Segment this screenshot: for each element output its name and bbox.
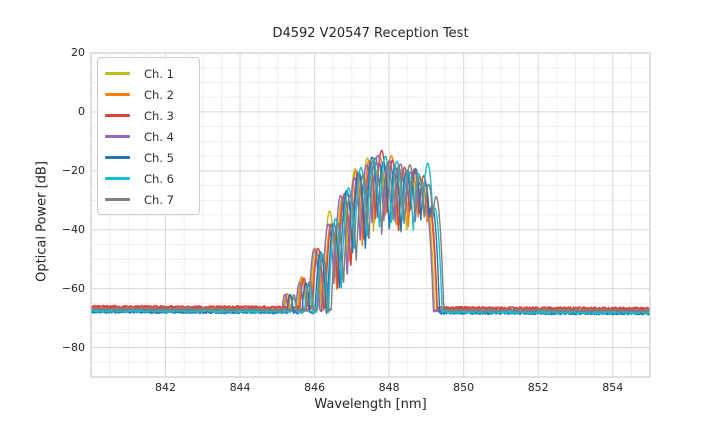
y-tick-label-0: 0 — [78, 104, 85, 118]
axes-spines — [90, 52, 651, 378]
legend-label-ch-4: Ch. 4 — [144, 129, 174, 144]
legend-label-ch-6: Ch. 6 — [144, 171, 174, 186]
legend-label-ch-5: Ch. 5 — [144, 150, 174, 165]
legend-label-ch-1: Ch. 1 — [144, 66, 174, 81]
x-tick-label-848: 848 — [378, 381, 400, 394]
x-tick-label-852: 852 — [527, 381, 549, 394]
legend-item-ch-3: Ch. 3 — [98, 105, 199, 126]
chart-title: D4592 V20547 Reception Test — [272, 26, 469, 41]
series-ch-7-line — [91, 157, 650, 313]
y-tick-label-−20: −20 — [61, 163, 85, 177]
legend-item-ch-4: Ch. 4 — [98, 126, 199, 147]
legend-item-ch-5: Ch. 5 — [98, 147, 199, 168]
y-tick-label-−60: −60 — [61, 281, 85, 295]
legend-swatch-ch-3 — [105, 114, 130, 117]
x-tick-label-844: 844 — [229, 381, 251, 394]
legend-swatch-ch-4 — [105, 135, 130, 138]
legend-swatch-ch-5 — [105, 156, 130, 159]
legend-item-ch-2: Ch. 2 — [98, 84, 199, 105]
y-tick-label-−80: −80 — [61, 340, 85, 354]
legend-label-ch-2: Ch. 2 — [144, 87, 174, 102]
legend-label-ch-3: Ch. 3 — [144, 108, 174, 123]
legend-swatch-ch-7 — [105, 198, 130, 201]
y-tick-label-20: 20 — [71, 46, 85, 59]
legend: Ch. 1 Ch. 2 Ch. 3 Ch. 4 Ch. 5 Ch. 6 Ch. 7 — [97, 57, 200, 215]
legend-swatch-ch-1 — [105, 72, 130, 75]
legend-swatch-ch-2 — [105, 93, 130, 96]
legend-item-ch-6: Ch. 6 — [98, 168, 199, 189]
legend-swatch-ch-6 — [105, 177, 130, 180]
y-tick-label-−40: −40 — [61, 222, 85, 236]
x-tick-label-846: 846 — [304, 381, 326, 394]
legend-item-ch-1: Ch. 1 — [98, 63, 199, 84]
x-tick-label-850: 850 — [453, 381, 475, 394]
x-tick-label-854: 854 — [602, 381, 624, 394]
x-tick-label-842: 842 — [155, 381, 177, 394]
legend-item-ch-7: Ch. 7 — [98, 189, 199, 210]
legend-label-ch-7: Ch. 7 — [144, 192, 174, 207]
x-axis-label: Wavelength [nm] — [314, 397, 427, 412]
